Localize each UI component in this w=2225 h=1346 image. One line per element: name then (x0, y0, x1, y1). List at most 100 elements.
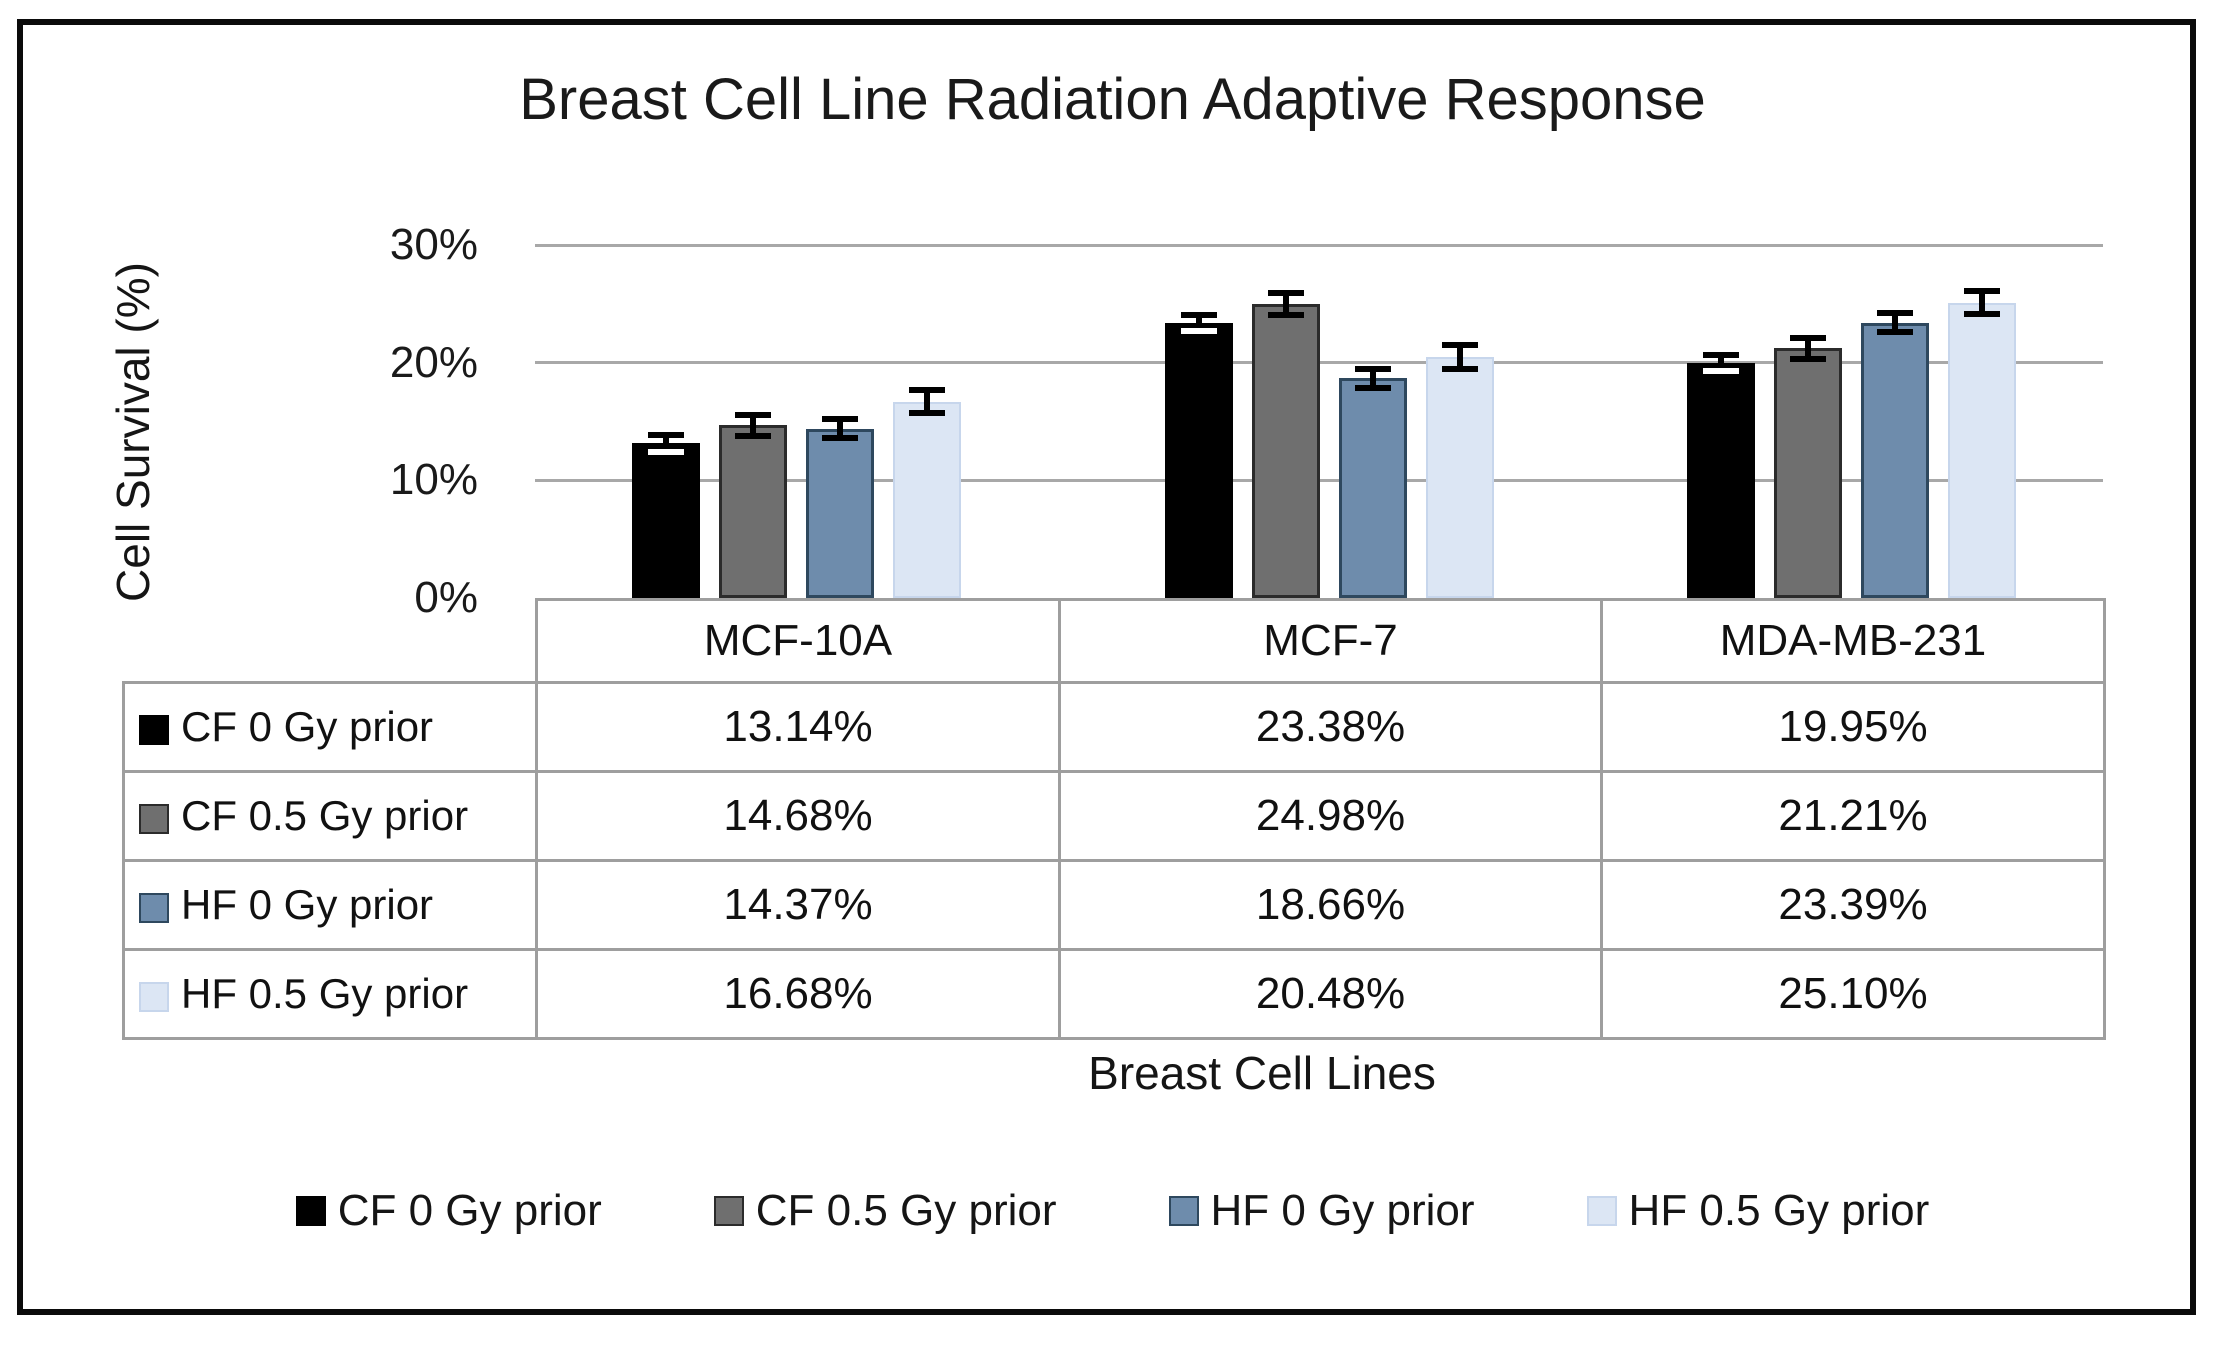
data-table: MCF-10A MCF-7 MDA-MB-231 CF 0 Gy prior 13.14… (122, 598, 2106, 1040)
figure-border (17, 19, 2196, 1315)
legend-swatch-icon (1586, 1196, 1617, 1226)
error-bar-cap-top (909, 386, 945, 393)
legend: CF 0 Gy prior CF 0.5 Gy prior HF 0 Gy prio… (0, 1186, 2225, 1236)
series-swatch-icon (139, 804, 169, 834)
data-table-body: MCF-10A MCF-7 MDA-MB-231 CF 0 Gy prior 13.14… (122, 598, 2106, 1040)
row-label: CF 0.5 Gy prior (181, 792, 469, 839)
series-swatch-icon (139, 715, 169, 745)
error-bar-line (1892, 313, 1898, 333)
table-header-row: MCF-10A MCF-7 MDA-MB-231 (124, 598, 2106, 684)
error-bar-cap-top (1267, 290, 1304, 297)
bar (806, 428, 874, 598)
bar (1774, 348, 1842, 598)
error-bar-line (1718, 355, 1724, 372)
error-bar-line (1979, 290, 1985, 315)
bar (719, 425, 787, 598)
bar (1948, 302, 2016, 598)
row-label-cell: CF 0.5 Gy prior (122, 770, 538, 862)
y-tick-label: 20% (389, 337, 478, 387)
legend-item: CF 0.5 Gy prior (713, 1186, 1057, 1236)
y-tick-label: 10% (389, 455, 478, 505)
table-value-cell: 18.66% (1058, 859, 1603, 951)
bar (632, 443, 700, 598)
error-bar-cap-top (1964, 287, 2000, 294)
table-value-cell: 21.21% (1600, 770, 2106, 862)
series-swatch-icon (139, 982, 169, 1012)
error-bar-cap-bottom (648, 448, 684, 455)
table-value-cell: 25.10% (1600, 948, 2106, 1040)
bar (1338, 378, 1407, 598)
legend-item-label: CF 0 Gy prior (337, 1186, 602, 1235)
table-value-cell: 14.68% (535, 770, 1061, 862)
table-row: HF 0.5 Gy prior 16.68% 20.48% 25.10% (122, 948, 2106, 1040)
legend-swatch-icon (713, 1196, 744, 1226)
bar (1861, 322, 1929, 598)
error-bar-cap-top (1354, 366, 1391, 373)
row-label: CF 0 Gy prior (181, 703, 434, 750)
x-axis-label: Breast Cell Lines (1088, 1047, 1436, 1099)
error-bar-cap-bottom (1964, 311, 2000, 318)
table-row: HF 0 Gy prior 14.37% 18.66% 23.39% (122, 859, 2106, 951)
plot-area (535, 243, 2103, 598)
error-bar-cap-bottom (1877, 329, 1913, 336)
error-bar-cap-top (648, 432, 684, 439)
table-value-cell: 13.14% (535, 681, 1061, 773)
error-bar-cap-top (1703, 352, 1739, 359)
chart-title: Breast Cell Line Radiation Adaptive Resp… (519, 67, 1706, 132)
error-bar-line (1282, 293, 1289, 315)
legend-item: CF 0 Gy prior (295, 1186, 602, 1236)
y-tick-label: 0% (414, 573, 478, 622)
row-label-cell: CF 0 Gy prior (122, 681, 538, 773)
row-label-cell: HF 0.5 Gy prior (122, 948, 538, 1040)
legend-item-label: CF 0.5 Gy prior (755, 1186, 1057, 1235)
row-label: HF 0 Gy prior (181, 881, 434, 928)
table-row: CF 0.5 Gy prior 14.68% 24.98% 21.21% (122, 770, 2106, 862)
error-bar-cap-bottom (1790, 356, 1826, 363)
table-value-cell: 20.48% (1058, 948, 1603, 1040)
gridline (535, 243, 2103, 247)
error-bar-cap-top (1441, 342, 1478, 349)
table-row: CF 0 Gy prior 13.14% 23.38% 19.95% (122, 681, 2106, 773)
bar (1164, 322, 1233, 598)
legend-item-label: HF 0 Gy prior (1210, 1186, 1475, 1235)
error-bar-cap-top (1180, 311, 1217, 318)
error-bar-cap-top (822, 416, 858, 423)
legend-item: HF 0.5 Gy prior (1586, 1186, 1930, 1236)
error-bar-line (1456, 345, 1463, 369)
bar (893, 401, 961, 598)
error-bar-cap-bottom (1267, 311, 1304, 318)
y-axis-label: Cell Survival (%) (107, 262, 159, 602)
error-bar-cap-bottom (909, 410, 945, 417)
error-bar-line (837, 419, 843, 439)
error-bar-cap-bottom (1703, 368, 1739, 375)
error-bar-line (750, 414, 756, 436)
bar (1425, 357, 1494, 598)
error-bar-cap-top (735, 411, 771, 418)
error-bar-cap-top (1877, 310, 1913, 317)
error-bar-cap-bottom (1180, 328, 1217, 335)
error-bar-line (663, 435, 669, 452)
table-value-cell: 23.38% (1058, 681, 1603, 773)
legend-item: HF 0 Gy prior (1168, 1186, 1475, 1236)
error-bar-cap-top (1790, 334, 1826, 341)
table-value-cell: 23.39% (1600, 859, 2106, 951)
legend-swatch-icon (1168, 1196, 1199, 1226)
error-bar-cap-bottom (735, 432, 771, 439)
bar (1251, 304, 1320, 598)
row-label-cell: HF 0 Gy prior (122, 859, 538, 951)
y-tick-label: 30% (389, 220, 478, 269)
table-value-cell: 14.37% (535, 859, 1061, 951)
table-header-cell: MCF-7 (1058, 598, 1603, 684)
table-value-cell: 24.98% (1058, 770, 1603, 862)
row-label: HF 0.5 Gy prior (181, 970, 469, 1017)
error-bar-cap-bottom (1354, 384, 1391, 391)
legend-item-label: HF 0.5 Gy prior (1628, 1186, 1930, 1235)
table-value-cell: 16.68% (535, 948, 1061, 1040)
series-swatch-icon (139, 893, 169, 923)
error-bar-cap-bottom (1441, 365, 1478, 372)
error-bar-line (924, 389, 930, 414)
error-bar-line (1805, 337, 1811, 359)
bar (1687, 363, 1755, 598)
legend-swatch-icon (295, 1196, 326, 1226)
